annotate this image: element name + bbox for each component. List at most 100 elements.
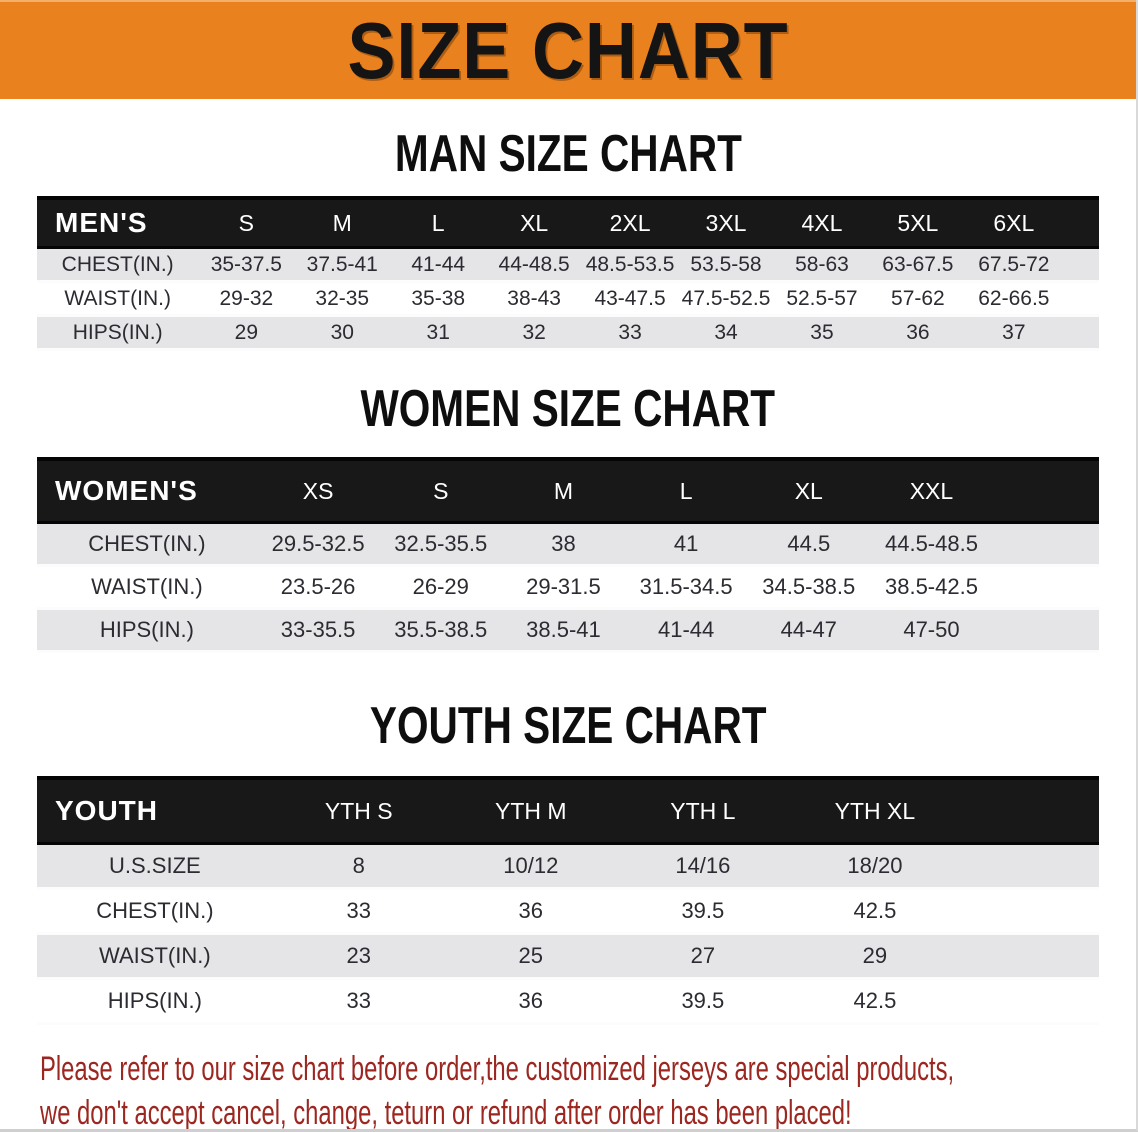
value-cell: 27	[690, 943, 716, 968]
value-cell: 44.5-48.5	[884, 531, 978, 556]
value-cell: 33	[618, 320, 642, 344]
measurement-row: HIPS(IN.) 29 30 31 32 33 34 35 36 37	[37, 315, 1099, 350]
womens-size-section: WOMEN SIZE CHART WOMEN'S XS S M L XL XXL CHEST(…	[0, 381, 1136, 653]
size-column-header: 4XL	[773, 196, 870, 249]
value-cell: 47.5-52.5	[681, 286, 771, 310]
row-label: HIPS(IN.)	[72, 320, 163, 344]
filler-cell	[961, 889, 1099, 934]
size-column-header: YTH S	[272, 776, 445, 845]
measurement-row: HIPS(IN.) 33 36 39.5 42.5	[37, 978, 1099, 1024]
value-cell: 38.5-42.5	[884, 574, 978, 599]
value-cell: 32.5-35.5	[394, 531, 488, 556]
value-cell: 8	[352, 853, 365, 878]
size-chart-banner: SIZE CHART	[0, 0, 1136, 99]
value-cell: 32-35	[315, 286, 370, 310]
youth-header-row: YOUTH YTH S YTH M YTH L YTH XL	[37, 776, 1099, 845]
row-label: HIPS(IN.)	[99, 617, 194, 642]
size-column-header: S	[379, 457, 503, 524]
value-cell: 44.5	[787, 531, 831, 556]
value-cell: 29.5-32.5	[271, 531, 365, 556]
youth-size-table: YOUTH YTH S YTH M YTH L YTH XL U.S.SIZE 8 10/12…	[37, 776, 1099, 1025]
value-cell: 44-47	[780, 617, 837, 642]
value-cell: 33	[346, 898, 371, 923]
value-cell: 67.5-72	[978, 252, 1050, 276]
womens-section-title: WOMEN SIZE CHART	[360, 380, 776, 438]
value-cell: 43-47.5	[594, 286, 666, 310]
value-cell: 32	[522, 320, 546, 344]
value-cell: 34	[714, 320, 738, 344]
value-cell: 36	[906, 320, 930, 344]
row-label: CHEST(IN.)	[96, 898, 214, 923]
filler-cell	[961, 979, 1099, 1024]
value-cell: 23	[346, 943, 371, 968]
filler-cell	[993, 609, 1099, 652]
disclaimer-line-2: we don't accept cancel, change, teturn o…	[40, 1094, 852, 1132]
size-column-header: XL	[486, 196, 583, 249]
value-cell: 47-50	[903, 617, 960, 642]
value-cell: 57-62	[891, 286, 945, 310]
filler-cell	[992, 457, 1099, 524]
value-cell: 38.5-41	[526, 617, 601, 642]
size-column-header: 5XL	[869, 196, 966, 249]
size-column-header: XL	[747, 457, 871, 524]
value-cell: 38	[551, 531, 576, 556]
value-cell: 52.5-57	[786, 286, 858, 310]
filler-cell	[961, 844, 1099, 889]
row-label: WAIST(IN.)	[64, 286, 171, 310]
value-cell: 26-29	[412, 574, 469, 599]
mens-header-label: MEN'S	[37, 196, 199, 249]
measurement-row: CHEST(IN.) 33 36 39.5 42.5	[37, 888, 1099, 934]
value-cell: 44-48.5	[498, 252, 570, 276]
value-cell: 42.5	[853, 898, 897, 923]
filler-cell	[993, 566, 1099, 609]
measurement-row: WAIST(IN.) 23.5-26 26-29 29-31.5 31.5-34.5 34…	[37, 565, 1099, 609]
value-cell: 48.5-53.5	[585, 252, 675, 276]
value-cell: 35-37.5	[210, 252, 282, 276]
measurement-row: WAIST(IN.) 29-32 32-35 35-38 38-43 43-47.5 47.…	[37, 281, 1099, 316]
value-cell: 63-67.5	[882, 252, 954, 276]
value-cell: 25	[518, 943, 544, 968]
value-cell: 14/16	[675, 853, 731, 878]
measurement-row: CHEST(IN.) 35-37.5 37.5-41 41-44 44-48.5 48.5…	[37, 247, 1099, 282]
value-cell: 34.5-38.5	[762, 574, 856, 599]
value-cell: 29-32	[219, 286, 274, 310]
measurement-row: CHEST(IN.) 29.5-32.5 32.5-35.5 38 41 44.5 44.5…	[37, 522, 1099, 566]
value-cell: 33-35.5	[280, 617, 356, 642]
page-title: SIZE CHART	[347, 5, 789, 95]
size-column-header: YTH XL	[788, 776, 961, 845]
row-label: CHEST(IN.)	[61, 252, 174, 276]
mens-size-table: MEN'S S M L XL 2XL 3XL 4XL 5XL 6XL CHEST(IN.) 35-37…	[37, 196, 1099, 351]
size-column-header: XS	[256, 457, 380, 524]
filler-cell	[1062, 316, 1099, 350]
filler-cell	[1062, 248, 1099, 282]
filler-cell	[993, 523, 1099, 566]
size-column-header: L	[624, 457, 748, 524]
row-label: WAIST(IN.)	[91, 574, 203, 599]
value-cell: 10/12	[503, 853, 559, 878]
value-cell: 29-31.5	[526, 574, 601, 599]
value-cell: 18/20	[847, 853, 903, 878]
filler-cell	[961, 934, 1099, 979]
filler-cell	[1061, 196, 1099, 249]
value-cell: 29	[862, 943, 888, 968]
value-cell: 37.5-41	[306, 252, 378, 276]
value-cell: 58-63	[795, 252, 849, 276]
value-cell: 36	[518, 898, 544, 923]
value-cell: 42.5	[853, 988, 897, 1013]
size-column-header: YTH M	[444, 776, 617, 845]
row-label: WAIST(IN.)	[99, 943, 211, 968]
value-cell: 29	[234, 320, 258, 344]
order-disclaimer: Please refer to our size chart before or…	[0, 1047, 1136, 1132]
size-column-header: M	[294, 196, 391, 249]
size-column-header: S	[198, 196, 295, 249]
filler-cell	[960, 776, 1099, 845]
value-cell: 41-44	[657, 617, 715, 642]
value-cell: 38-43	[507, 286, 561, 310]
size-column-header: 6XL	[965, 196, 1062, 249]
womens-header-row: WOMEN'S XS S M L XL XXL	[37, 457, 1099, 524]
value-cell: 31.5-34.5	[639, 574, 733, 599]
size-column-header: 3XL	[678, 196, 774, 249]
womens-size-table: WOMEN'S XS S M L XL XXL CHEST(IN.) 29.5-32.5 32.5…	[37, 457, 1099, 653]
value-cell: 41-44	[411, 252, 466, 276]
